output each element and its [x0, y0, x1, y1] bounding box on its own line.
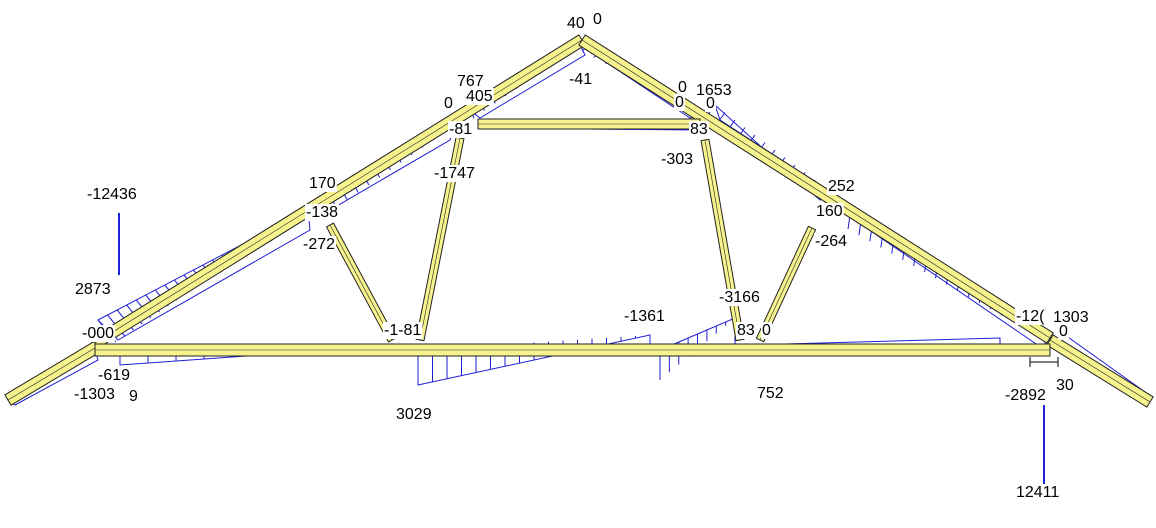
label-background	[1015, 308, 1047, 325]
label-background	[674, 94, 685, 111]
label-background	[756, 385, 785, 402]
label-r-mid-252: 252	[828, 178, 855, 195]
label-right-m2892: -2892	[1005, 387, 1046, 404]
label-l-mid-170: 170	[309, 175, 336, 192]
label-l-upper-m81: -81	[449, 121, 472, 138]
label-r-upper-83: 83	[690, 121, 708, 138]
label-background	[448, 121, 474, 138]
member-left-overhang-centerline	[7, 344, 101, 401]
label-bot-m1361: -1361	[624, 308, 665, 325]
label-right-30: 30	[1056, 377, 1074, 394]
label-web-m1747: -1747	[434, 165, 475, 182]
label-top-peak-a: 40	[567, 15, 585, 32]
label-background	[718, 289, 762, 306]
member-web-left-diagonal-centerline	[329, 224, 393, 341]
label-r-upper-0: 0	[678, 79, 687, 96]
label-bot-0: 0	[762, 322, 771, 339]
label-right-m120: -12(	[1016, 308, 1045, 325]
label-l-upper-767: 767	[457, 73, 484, 90]
member-web-right-vertical-centerline	[704, 139, 741, 341]
label-background	[383, 322, 423, 339]
label-background	[305, 204, 340, 221]
label-r-upper-m303: -303	[661, 151, 693, 168]
label-background	[73, 386, 117, 403]
label-background	[689, 121, 709, 138]
label-left-m619: -619	[98, 367, 130, 384]
label-left-2873: 2873	[75, 281, 111, 298]
label-background	[465, 88, 494, 105]
member-right-top-chord-centerline	[581, 39, 1051, 339]
label-background	[566, 15, 586, 32]
label-background	[660, 151, 695, 168]
truss-members	[4, 34, 1154, 408]
label-r-upper-0c: 0	[706, 95, 715, 112]
reactions	[118, 213, 1059, 488]
label-right-1303: 1303	[1053, 309, 1089, 326]
label-background	[623, 308, 667, 325]
label-reaction-left: -12436	[87, 186, 137, 203]
member-right-overhang-centerline	[1049, 339, 1151, 403]
label-background	[128, 388, 139, 405]
label-background	[308, 175, 337, 192]
label-r-mid-m264: -264	[815, 233, 847, 250]
label-bot-m3166: -3166	[719, 289, 760, 306]
label-l-mid-m138: -138	[306, 204, 338, 221]
label-bot-752: 752	[757, 385, 784, 402]
label-background	[302, 236, 337, 253]
label-background	[1015, 484, 1061, 501]
label-background	[592, 11, 603, 28]
label-background	[815, 203, 844, 220]
label-background	[1058, 323, 1069, 340]
label-background	[433, 165, 477, 182]
label-background	[736, 322, 756, 339]
label-background	[761, 322, 772, 339]
label-background	[97, 367, 132, 384]
label-left-m1303: -1303	[74, 386, 115, 403]
label-bot-m181: -1-81	[384, 322, 421, 339]
label-left-9: 9	[129, 388, 138, 405]
label-right-0: 0	[1059, 323, 1068, 340]
label-top-peak-b: 0	[593, 11, 602, 28]
label-background	[677, 79, 688, 96]
label-background	[456, 73, 485, 90]
label-background	[1052, 309, 1090, 326]
label-bot-83: 83	[737, 322, 755, 339]
support-right	[1029, 357, 1059, 367]
label-r-upper-0b: 0	[675, 94, 684, 111]
label-l-upper-0: 0	[444, 95, 453, 112]
member-left-top-chord-centerline	[94, 39, 583, 344]
label-background	[395, 406, 433, 423]
label-background	[1055, 377, 1075, 394]
label-reaction-right: 12411	[1016, 484, 1059, 501]
label-left-000: -000	[82, 325, 114, 342]
label-background	[443, 95, 454, 112]
label-l-mid-m272: -272	[303, 236, 335, 253]
label-r-upper-1653: 1653	[696, 82, 732, 99]
label-background	[705, 95, 716, 112]
label-peak-m41: -41	[569, 71, 592, 88]
label-r-mid-160: 160	[816, 203, 843, 220]
label-background	[1004, 387, 1048, 404]
label-background	[568, 71, 594, 88]
label-background	[827, 178, 856, 195]
member-web-right-diagonal-centerline	[759, 227, 813, 341]
label-background	[814, 233, 849, 250]
label-background	[695, 82, 733, 99]
label-l-upper-405: 405	[466, 88, 493, 105]
label-bot-3029: 3029	[396, 406, 432, 423]
label-background	[81, 325, 116, 342]
label-background	[86, 186, 138, 203]
label-background	[74, 281, 112, 298]
